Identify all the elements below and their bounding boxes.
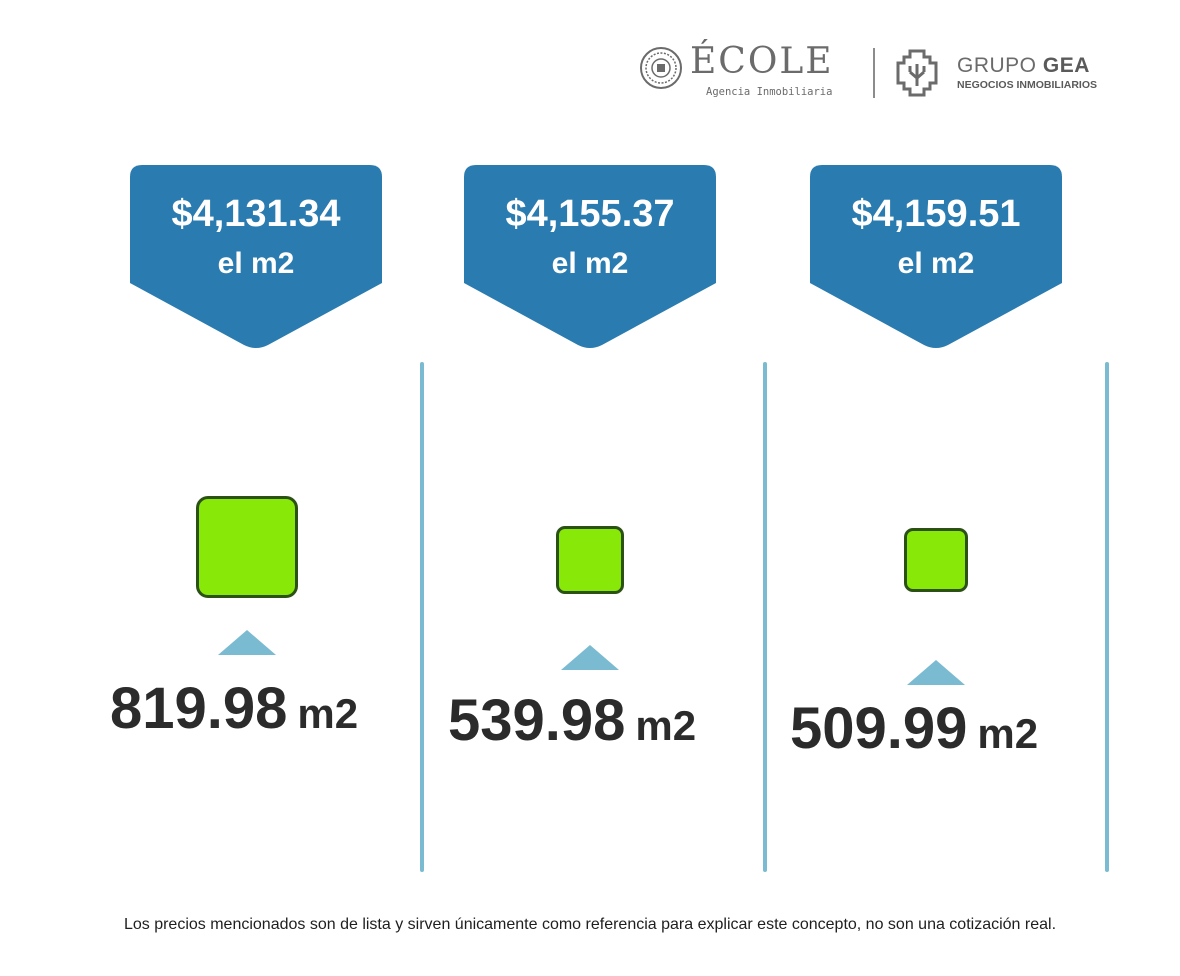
lot-area-1: 819.98 m2: [110, 680, 358, 738]
column-divider: [1105, 362, 1109, 872]
triangle-pointer-icon: [907, 660, 965, 685]
area-value: 509.99: [790, 696, 968, 761]
ecole-logo-name: ÉCOLE: [690, 41, 834, 82]
price-unit: el m2: [897, 247, 975, 280]
price-per-m2: $4,155.37: [505, 193, 675, 235]
grupo-gea-name-bold: GEA: [1042, 54, 1090, 77]
lot-area-3: 509.99 m2: [790, 700, 1038, 758]
area-unit: m2: [635, 702, 697, 749]
price-callout-3: $4,159.51 el m2: [810, 165, 1062, 349]
ecole-logo-subtitle: Agencia Inmobiliaria: [706, 86, 833, 98]
column-divider: [420, 362, 424, 872]
area-unit: m2: [977, 710, 1039, 757]
grupo-gea-logo-name: GRUPO GEA: [957, 55, 1090, 76]
triangle-pointer-icon: [218, 630, 276, 655]
area-unit: m2: [297, 690, 359, 737]
lot-size-square-1: [196, 496, 298, 598]
price-per-m2: $4,159.51: [851, 193, 1021, 235]
lot-area-2: 539.98 m2: [448, 692, 696, 750]
price-callout-1: $4,131.34 el m2: [130, 165, 382, 349]
price-callout-2: $4,155.37 el m2: [464, 165, 716, 349]
lot-size-square-2: [556, 526, 624, 594]
column-divider: [763, 362, 767, 872]
price-unit: el m2: [551, 247, 629, 280]
callout-shape-3: [810, 165, 1062, 348]
grupo-gea-emblem-icon: [892, 48, 942, 98]
callout-shape-1: [130, 165, 382, 348]
grupo-gea-logo-subtitle: NEGOCIOS INMOBILIARIOS: [957, 79, 1098, 91]
logo-divider: [873, 48, 875, 98]
price-unit: el m2: [217, 247, 295, 280]
ecole-seal-icon: [640, 47, 682, 89]
lot-size-square-3: [904, 528, 968, 592]
price-disclaimer: Los precios mencionados son de lista y s…: [123, 916, 1057, 933]
triangle-pointer-icon: [561, 645, 619, 670]
area-value: 539.98: [448, 688, 626, 753]
grupo-gea-name-light: GRUPO: [957, 54, 1037, 77]
callout-shape-2: [464, 165, 716, 348]
price-per-m2: $4,131.34: [171, 193, 341, 235]
area-value: 819.98: [110, 676, 288, 741]
